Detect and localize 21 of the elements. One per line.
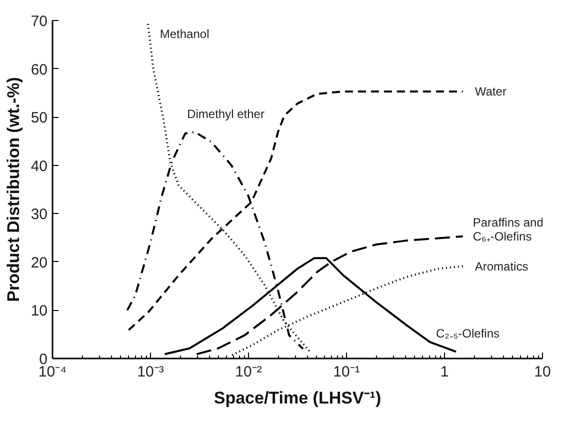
y-tick-label: 60 xyxy=(30,61,48,78)
x-tick-label: 1 xyxy=(440,364,449,380)
series-label: Paraffins and C₆₊-Olefins xyxy=(472,215,544,244)
x-tick-label: 10⁻² xyxy=(235,364,262,380)
series-label: C₂₋₅-Olefins xyxy=(436,326,500,341)
series-label: Water xyxy=(474,84,506,98)
series-label: Methanol xyxy=(160,26,210,41)
y-axis-title: Product Distribution (wt.-%) xyxy=(4,77,23,302)
y-tick-label: 10 xyxy=(30,302,48,320)
y-tick-label: 50 xyxy=(30,110,48,127)
x-tick-label: 10 xyxy=(534,364,551,380)
x-tick-label: 10⁻³ xyxy=(137,364,164,380)
y-tick-label: 70 xyxy=(30,13,48,30)
x-axis-title: Space/Time (LHSV⁻¹) xyxy=(214,388,382,408)
series-label: Aromatics xyxy=(474,259,528,274)
x-tick-label: 10⁻¹ xyxy=(333,364,360,380)
y-tick-label: 40 xyxy=(30,158,48,175)
x-tick-label: 10⁻⁴ xyxy=(38,364,67,380)
y-tick-label: 20 xyxy=(30,254,48,272)
y-tick-label: 30 xyxy=(30,206,48,224)
series-label: Dimethyl ether xyxy=(187,107,264,122)
